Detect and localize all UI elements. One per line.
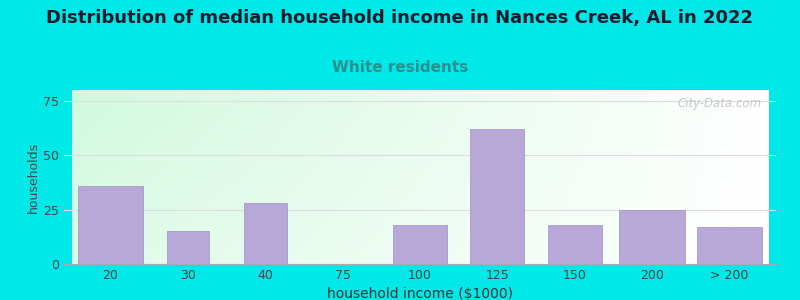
X-axis label: household income ($1000): household income ($1000)	[327, 287, 513, 300]
Bar	[393, 225, 447, 264]
Text: White residents: White residents	[332, 60, 468, 75]
Bar	[470, 129, 525, 264]
Bar	[166, 231, 209, 264]
Text: City-Data.com: City-Data.com	[678, 97, 762, 110]
Text: Distribution of median household income in Nances Creek, AL in 2022: Distribution of median household income …	[46, 9, 754, 27]
Bar	[548, 225, 602, 264]
Bar	[78, 186, 143, 264]
Bar	[697, 227, 762, 264]
Bar	[244, 203, 286, 264]
Bar	[619, 210, 685, 264]
Y-axis label: households: households	[27, 141, 40, 213]
